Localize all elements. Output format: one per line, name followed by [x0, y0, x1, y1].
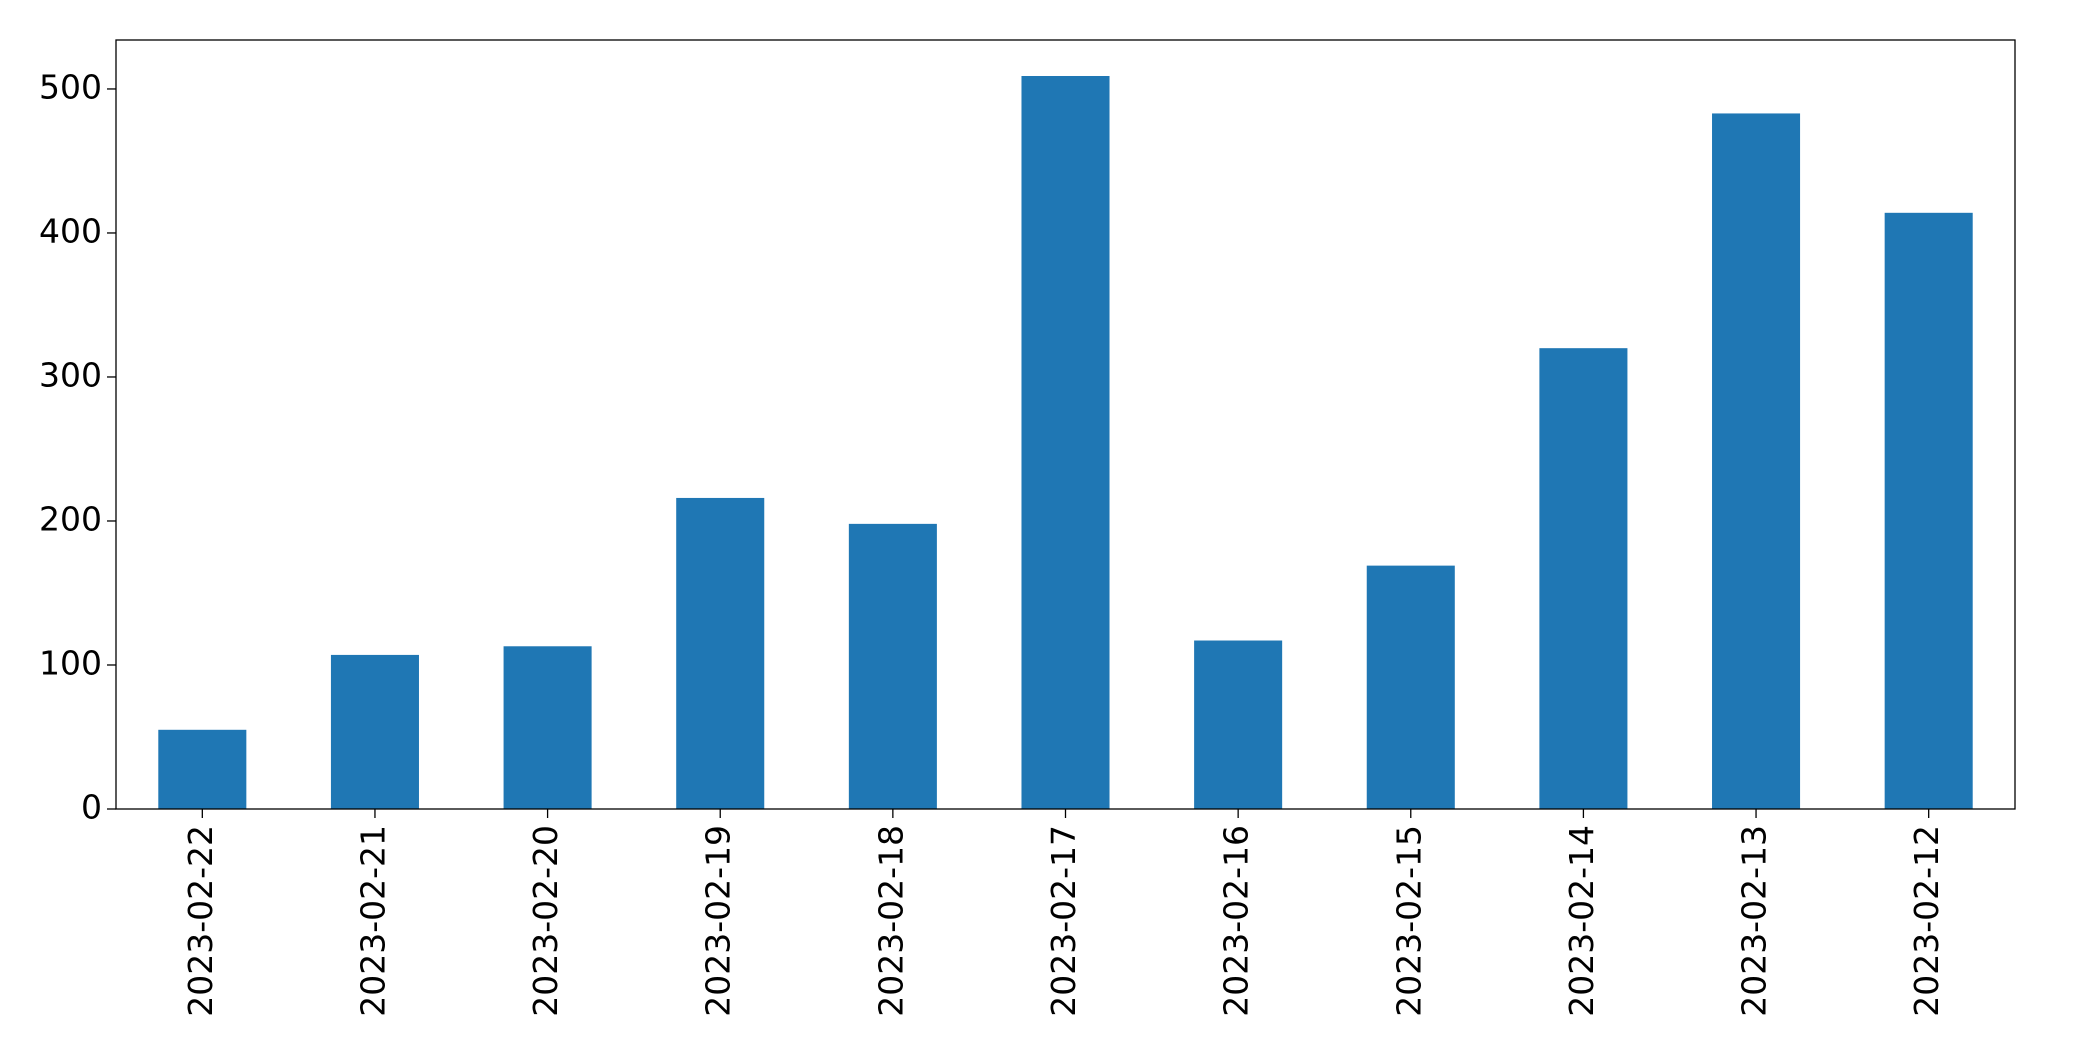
x-tick-label: 2023-02-18	[871, 825, 910, 1017]
plot-frame	[115, 39, 2016, 810]
bar	[1539, 348, 1628, 809]
x-tick-label: 2023-02-22	[181, 825, 220, 1017]
y-tick-label: 500	[39, 67, 102, 106]
y-tick-label: 300	[39, 355, 102, 394]
bar	[158, 729, 247, 809]
bar	[1366, 565, 1455, 809]
bar	[848, 523, 937, 809]
x-tick-label: 2023-02-21	[353, 825, 392, 1017]
x-tick-label: 2023-02-13	[1735, 825, 1774, 1017]
x-tick-label: 2023-02-15	[1389, 825, 1428, 1017]
y-tick-label: 0	[81, 788, 102, 827]
x-tick-label: 2023-02-12	[1907, 825, 1946, 1017]
bar	[503, 646, 592, 809]
bar	[676, 497, 765, 809]
bar	[1884, 212, 1973, 810]
bar	[1021, 76, 1110, 809]
x-tick-label: 2023-02-20	[526, 825, 565, 1017]
y-tick-label: 100	[39, 643, 102, 682]
x-tick-label: 2023-02-16	[1217, 825, 1256, 1017]
x-tick-label: 2023-02-19	[699, 825, 738, 1017]
bar	[330, 654, 419, 809]
bar	[1194, 640, 1283, 809]
x-tick-label: 2023-02-14	[1562, 825, 1601, 1017]
bar	[1712, 113, 1801, 809]
y-tick-label: 200	[39, 499, 102, 538]
y-tick-label: 400	[39, 211, 102, 250]
x-tick-label: 2023-02-17	[1044, 825, 1083, 1017]
